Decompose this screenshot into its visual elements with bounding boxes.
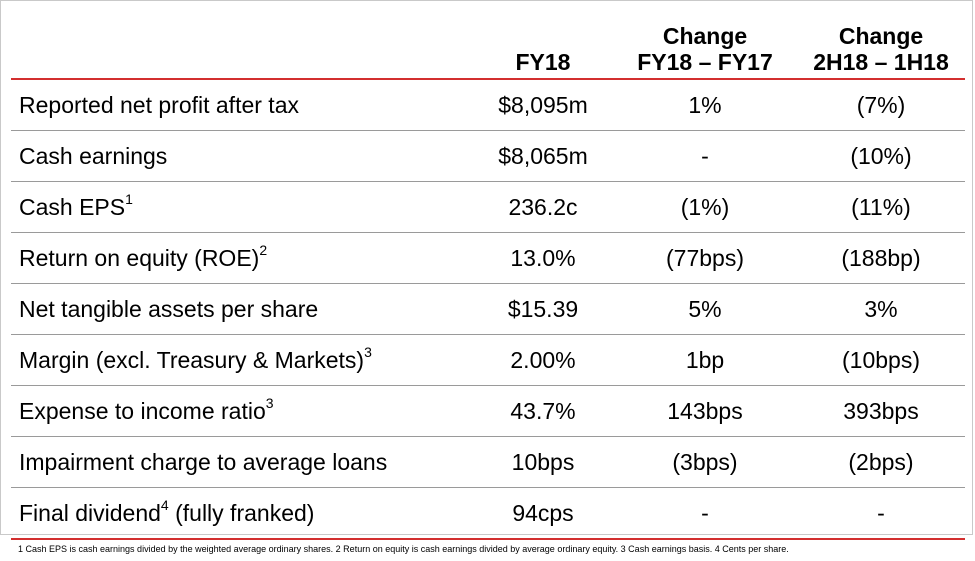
results-table: FY18 Change FY18 – FY17 Change 2H18 – 1H… [11,4,965,540]
row-fy18-value: 43.7% [510,398,576,424]
row-fy18-value: 236.2c [508,194,578,220]
row-fy18-value: $15.39 [507,296,579,322]
row-fy18-value: 13.0% [510,245,576,271]
header-change-half: Change 2H18 – 1H18 [813,23,949,75]
row-change-half-value: (10%) [850,143,912,169]
row-label: Cash EPS1 [19,191,133,220]
row-label: Margin (excl. Treasury & Markets)3 [19,344,372,373]
row-fy18-value: $8,065m [498,143,588,169]
row-label: Final dividend4 (fully franked) [19,497,315,526]
row-fy18-value: 94cps [512,500,574,526]
table-row: Cash EPS1 236.2c (1%) (11%) [11,182,965,233]
row-change-half-value: (11%) [851,194,911,220]
table-row: Impairment charge to average loans 10bps… [11,437,965,488]
row-change-fy-value: (77bps) [666,245,744,271]
row-fy18-value: 10bps [511,449,575,475]
row-change-fy-value: - [701,143,709,169]
table-header: FY18 Change FY18 – FY17 Change 2H18 – 1H… [11,4,965,80]
table-row: Final dividend4 (fully franked) 94cps - … [11,488,965,540]
row-change-fy-value: 1bp [685,347,725,373]
row-change-fy-value: (1%) [680,194,730,220]
row-change-fy-value: 1% [688,92,722,118]
table-row: Expense to income ratio3 43.7% 143bps 39… [11,386,965,437]
row-label: Impairment charge to average loans [19,449,388,475]
row-fy18-value: 2.00% [510,347,576,373]
row-change-half-value: (7%) [856,92,906,118]
row-change-half-value: 3% [864,296,898,322]
row-label: Cash earnings [19,143,168,169]
row-change-fy-value: (3bps) [672,449,738,475]
row-change-half-value: (10bps) [842,347,920,373]
row-change-fy-value: 5% [688,296,722,322]
row-change-half-value: (2bps) [848,449,914,475]
header-fy18: FY18 [515,49,571,75]
row-label: Return on equity (ROE)2 [19,242,268,271]
header-change-fy: Change FY18 – FY17 [637,23,773,75]
row-change-half-value: 393bps [843,398,919,424]
row-label: Expense to income ratio3 [19,395,274,424]
footnote: 1 Cash EPS is cash earnings divided by t… [18,544,789,554]
table-row: Margin (excl. Treasury & Markets)3 2.00%… [11,335,965,386]
row-change-fy-value: - [701,500,709,526]
row-change-half-value: (188bp) [841,245,921,271]
row-change-fy-value: 143bps [667,398,743,424]
slide-frame [0,0,973,535]
row-label: Net tangible assets per share [19,296,319,322]
table-row: Net tangible assets per share $15.39 5% … [11,284,965,335]
row-label: Reported net profit after tax [19,92,299,118]
row-fy18-value: $8,095m [498,92,588,118]
table-row: Reported net profit after tax $8,095m 1%… [11,80,965,131]
table-row: Cash earnings $8,065m - (10%) [11,131,965,182]
row-change-half-value: - [877,500,885,526]
table-row: Return on equity (ROE)2 13.0% (77bps) (1… [11,233,965,284]
